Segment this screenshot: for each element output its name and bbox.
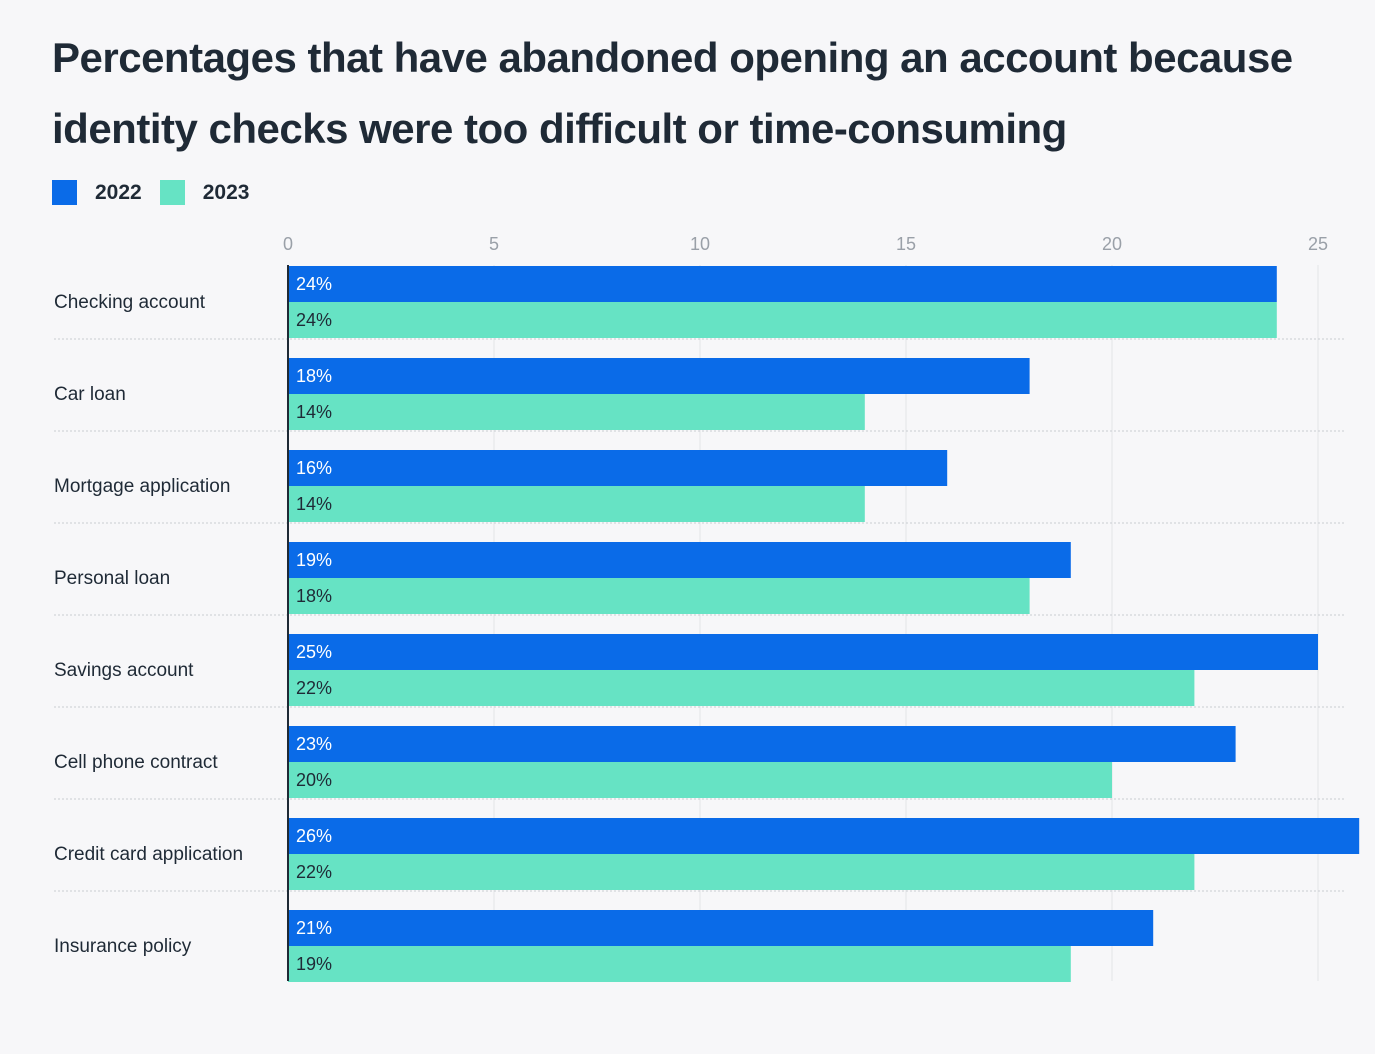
bar-2022 <box>288 450 948 486</box>
x-tick-label: 5 <box>489 234 499 254</box>
bar-2022 <box>288 542 1071 578</box>
x-tick-label: 20 <box>1102 234 1122 254</box>
category-label: Mortgage application <box>54 476 230 497</box>
category-label: Insurance policy <box>54 936 192 957</box>
bar-value-label: 19% <box>296 954 332 974</box>
bar-2023 <box>288 946 1071 982</box>
category-label: Checking account <box>54 292 206 313</box>
x-tick-label: 10 <box>690 234 710 254</box>
category-label: Credit card application <box>54 844 243 865</box>
chart-header: Percentages that have abandoned opening … <box>52 22 1367 205</box>
bar-value-label: 24% <box>296 274 332 294</box>
bar-value-label: 18% <box>296 366 332 386</box>
legend-swatch-2023 <box>159 180 185 205</box>
bar-2023 <box>288 394 865 430</box>
chart-title: Percentages that have abandoned opening … <box>52 34 1293 152</box>
bar-value-label: 25% <box>296 642 332 662</box>
bar-value-label: 23% <box>296 734 332 754</box>
bar-value-label: 14% <box>296 402 332 422</box>
category-label: Personal loan <box>54 568 170 589</box>
bar-2022 <box>288 726 1236 762</box>
bar-value-label: 19% <box>296 550 332 570</box>
x-tick-label: 25 <box>1308 234 1328 254</box>
bar-value-label: 18% <box>296 586 332 606</box>
bar-2022 <box>288 910 1154 946</box>
bar-2022 <box>288 634 1318 670</box>
bar-value-label: 26% <box>296 826 332 846</box>
legend-label-2023: 2023 <box>202 180 250 204</box>
category-label: Car loan <box>54 384 126 405</box>
x-tick-label: 0 <box>283 234 293 254</box>
bar-value-label: 16% <box>296 458 332 478</box>
bar-2023 <box>288 302 1277 338</box>
bar-2023 <box>288 486 865 522</box>
bar-value-label: 24% <box>296 310 332 330</box>
legend-swatch-2022 <box>52 180 77 205</box>
bar-value-label: 22% <box>296 862 332 882</box>
bar-2022 <box>288 358 1030 394</box>
bar-2023 <box>288 578 1030 614</box>
bar-2023 <box>288 762 1112 798</box>
legend-label-2022: 2022 <box>95 180 142 204</box>
bar-value-label: 14% <box>296 494 332 514</box>
bar-2023 <box>288 670 1195 706</box>
bar-2023 <box>288 854 1195 890</box>
category-label: Cell phone contract <box>54 752 218 773</box>
legend: 2022 2023 <box>52 180 1367 205</box>
bar-value-label: 20% <box>296 770 332 790</box>
bar-value-label: 21% <box>296 918 332 938</box>
x-tick-label: 15 <box>896 234 916 254</box>
bar-2022 <box>288 818 1360 854</box>
bar-value-label: 22% <box>296 678 332 698</box>
category-label: Savings account <box>54 660 194 681</box>
bar-2022 <box>288 266 1277 302</box>
